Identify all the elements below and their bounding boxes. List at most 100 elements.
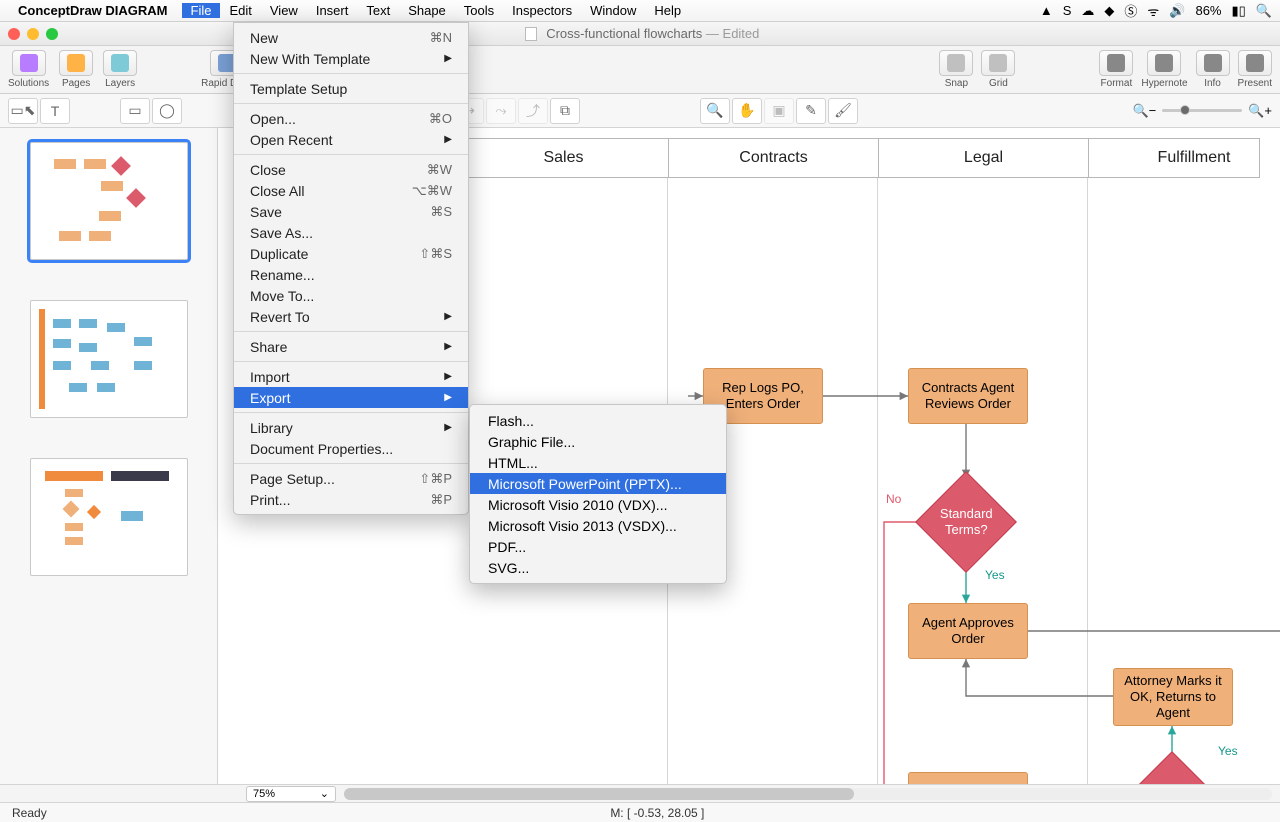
battery-icon[interactable]: ▮▯ xyxy=(1232,3,1246,19)
ellipse-shape[interactable]: ◯ xyxy=(152,98,182,124)
page-thumbnails xyxy=(0,128,218,784)
swimlane-header: SalesContractsLegalFulfillment xyxy=(458,138,1260,178)
export-svg-[interactable]: SVG... xyxy=(470,557,726,578)
spotlight-icon[interactable]: 🔍 xyxy=(1256,3,1272,19)
close-dot[interactable] xyxy=(8,28,20,40)
file-menu-duplicate[interactable]: Duplicate⇧⌘S xyxy=(234,243,468,264)
cloud-icon[interactable]: ☁ xyxy=(1081,3,1094,19)
zoom-select[interactable]: 75%⌄ xyxy=(246,786,336,802)
export-microsoft-visio-vsdx-[interactable]: Microsoft Visio 2013 (VSDX)... xyxy=(470,515,726,536)
export-submenu[interactable]: Flash...Graphic File...HTML...Microsoft … xyxy=(469,404,727,584)
traffic-lights[interactable] xyxy=(8,28,58,40)
file-menu-rename-[interactable]: Rename... xyxy=(234,264,468,285)
menubar-item-help[interactable]: Help xyxy=(645,3,690,18)
file-menu-close-all[interactable]: Close All⌥⌘W xyxy=(234,180,468,201)
menubar-item-edit[interactable]: Edit xyxy=(220,3,260,18)
toolbar-present[interactable]: Present xyxy=(1238,50,1272,89)
status-bar: Ready M: [ -0.53, 28.05 ] xyxy=(0,802,1280,822)
menubar-item-view[interactable]: View xyxy=(261,3,307,18)
file-menu-revert-to[interactable]: Revert To▶ xyxy=(234,306,468,327)
file-menu-document-properties-[interactable]: Document Properties... xyxy=(234,438,468,459)
export-flash-[interactable]: Flash... xyxy=(470,410,726,431)
main-toolbar: SolutionsPagesLayers Rapid DrawChainTree… xyxy=(0,46,1280,94)
node-approves[interactable]: Agent Approves Order xyxy=(908,603,1028,659)
rect-shape[interactable]: ▭ xyxy=(120,98,150,124)
file-menu-new-with-template[interactable]: New With Template▶ xyxy=(234,48,468,69)
sync-icon[interactable]: S xyxy=(1063,3,1072,18)
zoom-slider[interactable]: 🔍− 🔍+ xyxy=(1132,103,1272,119)
connector-tool-3[interactable]: ⤳ xyxy=(486,98,516,124)
export-microsoft-visio-vdx-[interactable]: Microsoft Visio 2010 (VDX)... xyxy=(470,494,726,515)
menubar-item-file[interactable]: File xyxy=(182,3,221,18)
page-thumb-2[interactable] xyxy=(30,300,188,418)
file-menu-share[interactable]: Share▶ xyxy=(234,336,468,357)
connector-tool-4[interactable]: ⤴ xyxy=(518,98,548,124)
horizontal-scrollbar[interactable] xyxy=(344,788,1272,800)
menubar-item-shape[interactable]: Shape xyxy=(399,3,455,18)
toolbar-snap[interactable]: Snap xyxy=(939,50,973,89)
lane-header-sales: Sales xyxy=(459,139,669,177)
paint-tool[interactable]: 🖌 xyxy=(828,98,858,124)
pointer-tool[interactable]: ▭⬉ xyxy=(8,98,38,124)
export-pdf-[interactable]: PDF... xyxy=(470,536,726,557)
text-tool[interactable]: T xyxy=(40,98,70,124)
mac-menubar: ConceptDraw DIAGRAM FileEditViewInsertTe… xyxy=(0,0,1280,22)
dropbox-icon[interactable]: ◆ xyxy=(1104,3,1114,19)
page-thumb-3[interactable] xyxy=(30,458,188,576)
file-menu-page-setup-[interactable]: Page Setup...⇧⌘P xyxy=(234,468,468,489)
page-thumb-1[interactable] xyxy=(30,142,188,260)
file-menu-new[interactable]: New⌘N xyxy=(234,27,468,48)
lane-header-fulfillment: Fulfillment xyxy=(1089,139,1280,177)
file-menu-save-as-[interactable]: Save As... xyxy=(234,222,468,243)
toolbar-format[interactable]: Format xyxy=(1099,50,1133,89)
wifi-icon[interactable]: ᯤ xyxy=(1147,2,1159,20)
pan-tool[interactable]: ✋ xyxy=(732,98,762,124)
edge-label: No xyxy=(886,492,901,506)
lane-header-contracts: Contracts xyxy=(669,139,879,177)
file-menu-move-to-[interactable]: Move To... xyxy=(234,285,468,306)
export-microsoft-powerpoint-pptx-[interactable]: Microsoft PowerPoint (PPTX)... xyxy=(470,473,726,494)
node-review[interactable]: Contracts Agent Reviews Order xyxy=(908,368,1028,424)
file-menu-print-[interactable]: Print...⌘P xyxy=(234,489,468,510)
volume-icon[interactable]: 🔊 xyxy=(1169,3,1185,19)
eyedropper-tool[interactable]: ✎ xyxy=(796,98,826,124)
mouse-coords: M: [ -0.53, 28.05 ] xyxy=(610,806,704,820)
menubar-item-text[interactable]: Text xyxy=(357,3,399,18)
app-name: ConceptDraw DIAGRAM xyxy=(18,3,168,18)
file-menu-library[interactable]: Library▶ xyxy=(234,417,468,438)
skype-icon[interactable]: Ⓢ xyxy=(1124,1,1137,20)
toolbar-pages[interactable]: Pages xyxy=(59,50,93,89)
zoom-in-icon[interactable]: 🔍+ xyxy=(1248,103,1272,119)
menubar-item-window[interactable]: Window xyxy=(581,3,645,18)
file-menu-template-setup[interactable]: Template Setup xyxy=(234,78,468,99)
file-menu-dropdown[interactable]: New⌘NNew With Template▶ Template Setup Ope… xyxy=(233,22,469,515)
file-menu-save[interactable]: Save⌘S xyxy=(234,201,468,222)
vlc-icon[interactable]: ▲ xyxy=(1040,3,1053,18)
file-menu-close[interactable]: Close⌘W xyxy=(234,159,468,180)
toolbar-layers[interactable]: Layers xyxy=(103,50,137,89)
doc-title-text: Cross-functional flowcharts xyxy=(546,26,702,41)
node-atty_ok[interactable]: Attorney Marks it OK, Returns to Agent xyxy=(1113,668,1233,726)
minimize-dot[interactable] xyxy=(27,28,39,40)
menubar-item-insert[interactable]: Insert xyxy=(307,3,358,18)
status-left: Ready xyxy=(12,806,47,820)
export-graphic-file-[interactable]: Graphic File... xyxy=(470,431,726,452)
file-menu-open-[interactable]: Open...⌘O xyxy=(234,108,468,129)
toolbar-grid[interactable]: Grid xyxy=(981,50,1015,89)
battery-percent: 86% xyxy=(1195,3,1221,18)
crop-tool[interactable]: ▣ xyxy=(764,98,794,124)
zoom-dot[interactable] xyxy=(46,28,58,40)
toolbar-hypernote[interactable]: Hypernote xyxy=(1141,50,1187,89)
container-tool[interactable]: ⧉ xyxy=(550,98,580,124)
menubar-item-tools[interactable]: Tools xyxy=(455,3,503,18)
file-menu-export[interactable]: Export▶ xyxy=(234,387,468,408)
menubar-item-inspectors[interactable]: Inspectors xyxy=(503,3,581,18)
zoom-tool[interactable]: 🔍 xyxy=(700,98,730,124)
file-menu-import[interactable]: Import▶ xyxy=(234,366,468,387)
toolbar-info[interactable]: Info xyxy=(1196,50,1230,89)
file-menu-open-recent[interactable]: Open Recent▶ xyxy=(234,129,468,150)
zoom-out-icon[interactable]: 🔍− xyxy=(1132,103,1156,119)
toolbar-solutions[interactable]: Solutions xyxy=(8,50,49,89)
node-req[interactable]: Agent Requests Approval xyxy=(908,772,1028,784)
export-html-[interactable]: HTML... xyxy=(470,452,726,473)
